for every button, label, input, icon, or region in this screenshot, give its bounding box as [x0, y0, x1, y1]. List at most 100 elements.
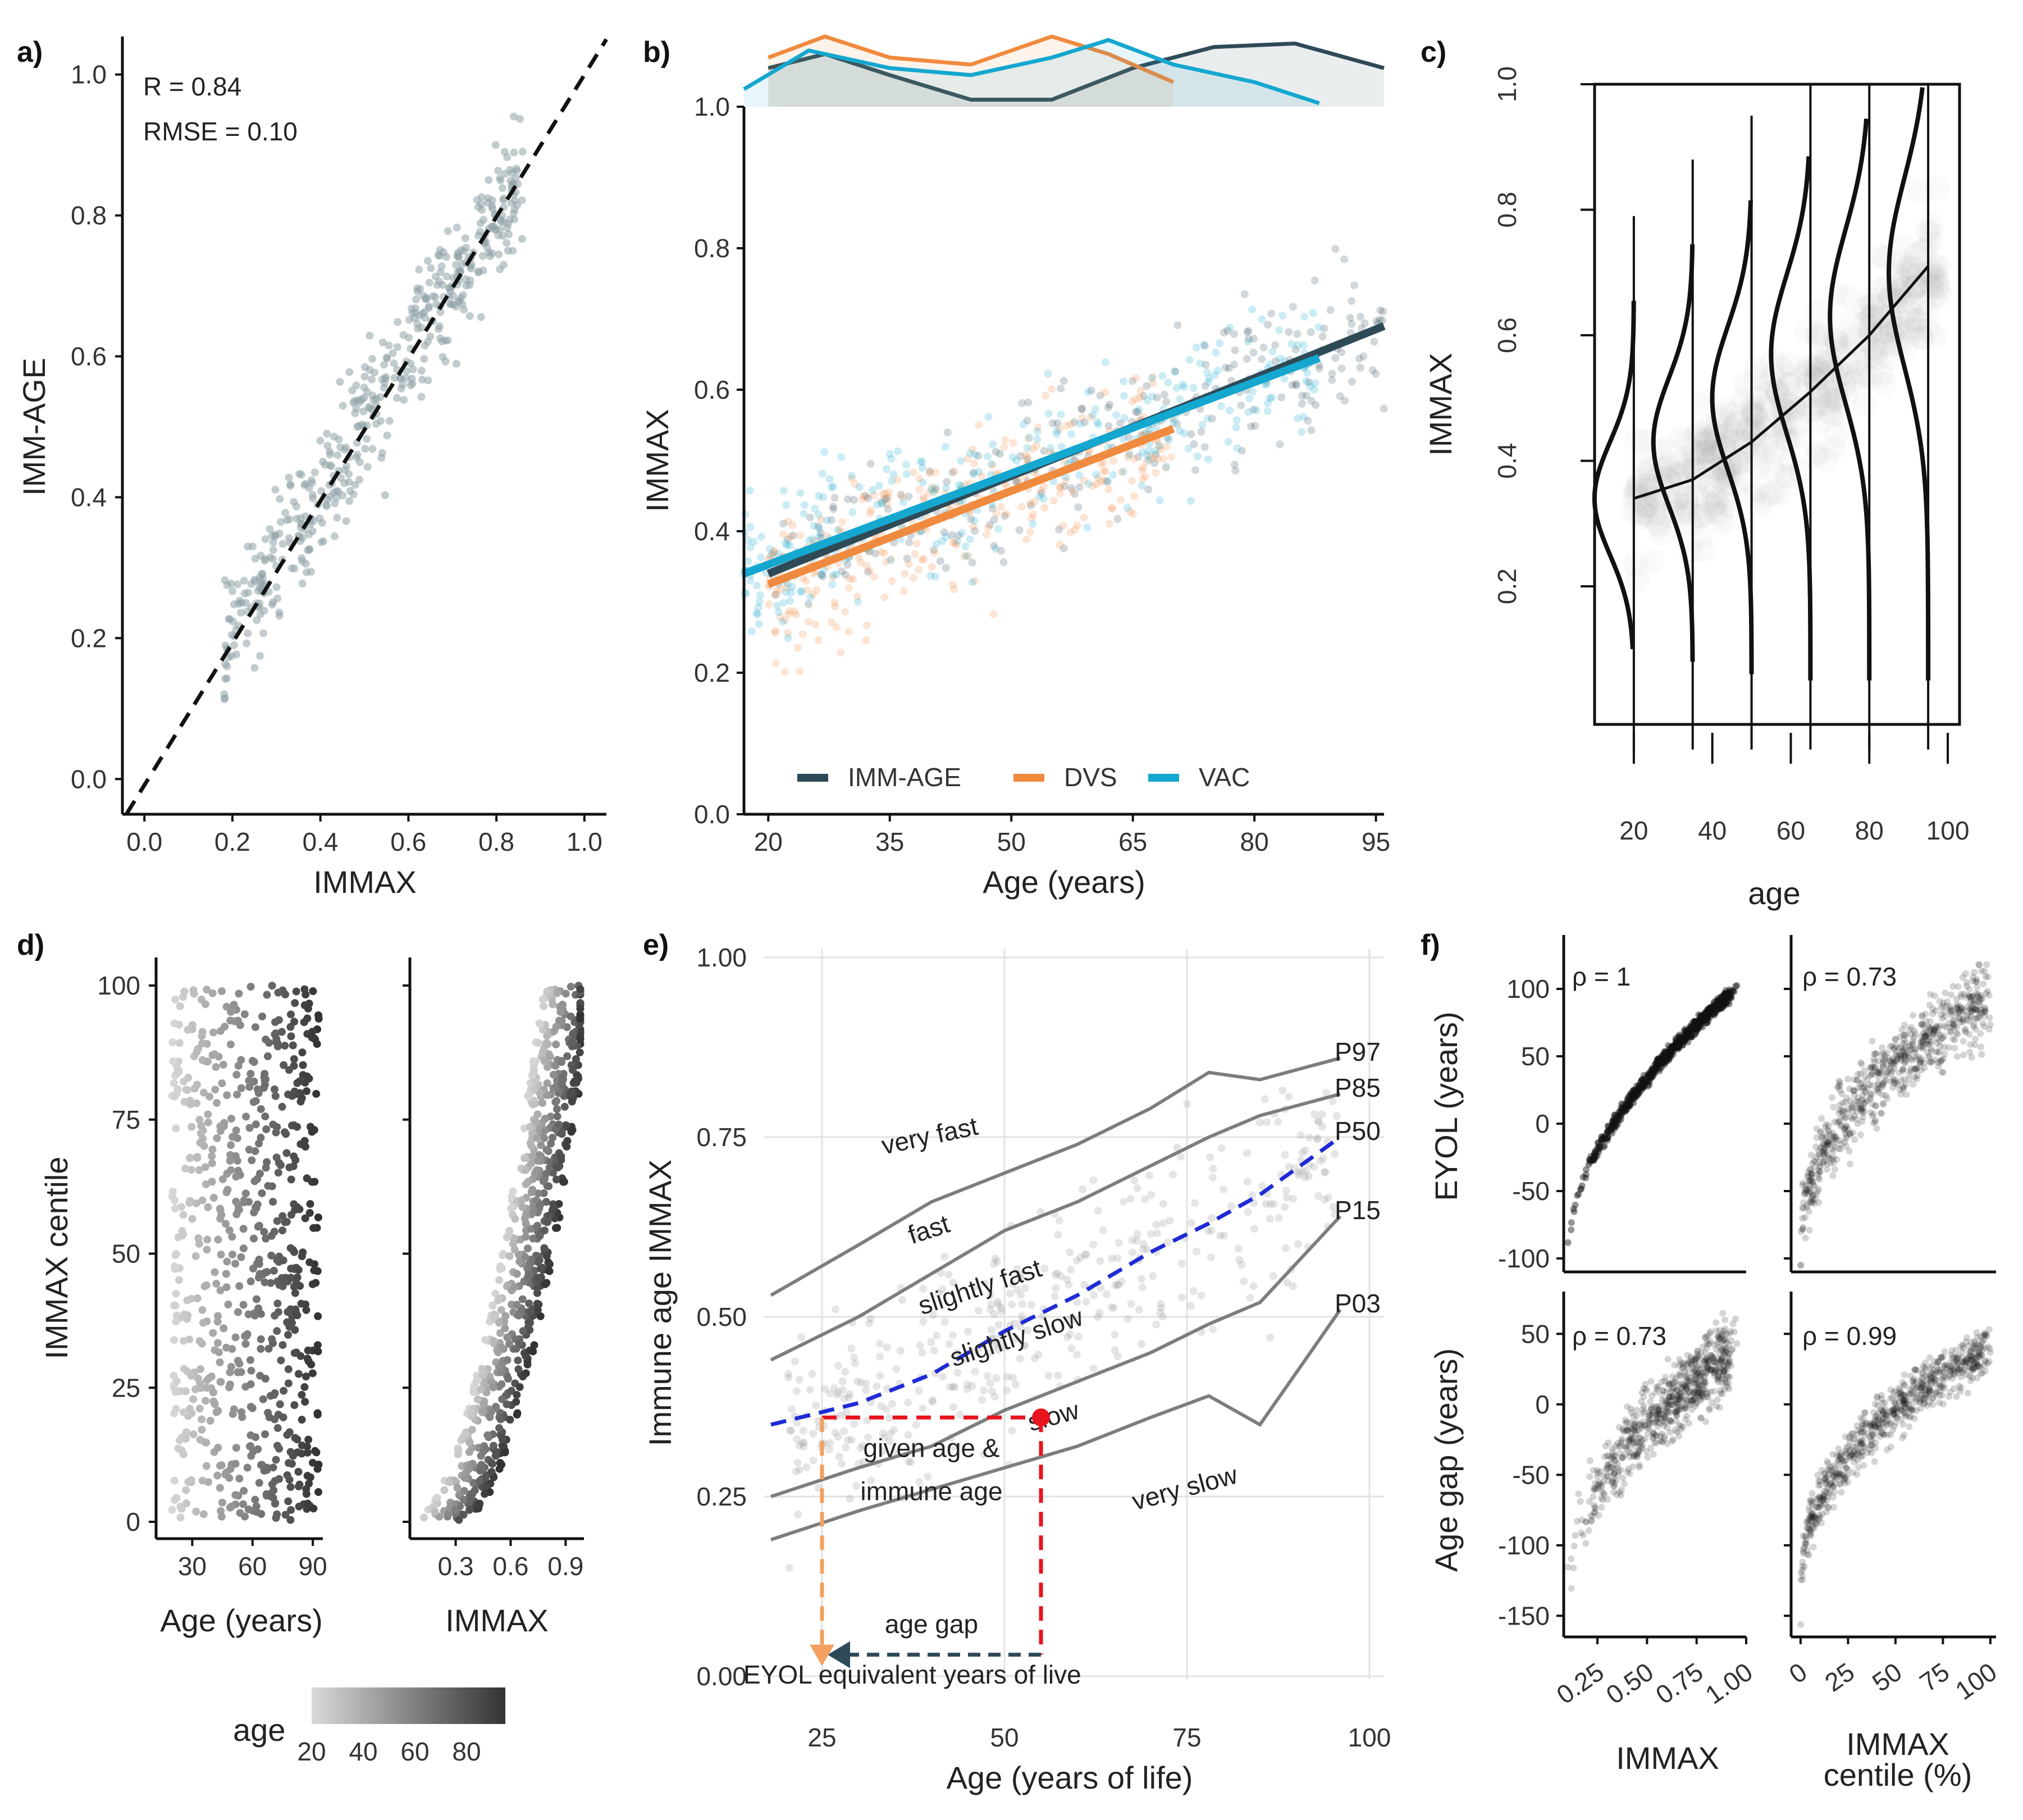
- scatter-point: [986, 1306, 994, 1314]
- scatter-point: [773, 601, 781, 610]
- scatter-point: [913, 539, 921, 548]
- scatter-point: [1033, 435, 1042, 444]
- scatter-point: [887, 555, 896, 564]
- panel-label-b: b): [643, 36, 670, 69]
- scatter-point: [847, 1344, 856, 1353]
- scatter-point: [771, 627, 779, 635]
- scatter-point: [514, 1311, 523, 1320]
- scatter-point: [989, 610, 998, 618]
- scatter-point: [284, 1365, 293, 1374]
- scatter-point: [478, 1367, 487, 1375]
- scatter-point: [556, 1007, 565, 1016]
- scatter-point: [249, 1234, 258, 1243]
- scatter-point: [1077, 414, 1086, 422]
- x-tick-label: 90: [299, 1552, 327, 1581]
- scatter-point: [1197, 1292, 1205, 1300]
- scatter-point: [1125, 449, 1134, 457]
- scatter-point: [539, 1048, 547, 1056]
- scatter-point: [814, 522, 823, 531]
- scatter-point: [1315, 361, 1323, 370]
- scatter-point: [233, 1091, 241, 1099]
- scatter-point: [1000, 443, 1008, 451]
- scatter-point: [1620, 1480, 1628, 1488]
- scatter-point: [273, 1299, 282, 1308]
- scatter-point: [518, 235, 526, 243]
- scatter-point: [209, 1028, 217, 1037]
- y-tick-label: 0.50: [696, 1302, 747, 1331]
- scatter-point: [487, 1467, 496, 1476]
- scatter-point: [956, 1411, 964, 1419]
- scatter-point: [882, 1405, 891, 1413]
- scatter-point: [289, 1041, 297, 1050]
- scatter-point: [326, 450, 334, 459]
- scatter-point: [1871, 1458, 1878, 1465]
- scatter-point: [1337, 364, 1346, 373]
- scatter-point: [837, 649, 845, 657]
- ridge-density: [1710, 200, 1754, 674]
- scatter-point: [888, 577, 896, 585]
- scatter-point: [1115, 1239, 1123, 1247]
- scatter-point: [1117, 468, 1126, 476]
- scatter-point: [178, 1231, 186, 1240]
- x-tick-label: 100: [1348, 1723, 1391, 1752]
- scatter-point: [280, 1061, 288, 1069]
- centile-vs-age-points: [168, 982, 323, 1524]
- scatter-point: [218, 987, 226, 996]
- scatter-point: [799, 1426, 807, 1435]
- scatter-point: [512, 165, 520, 173]
- scatter-point: [1568, 1219, 1575, 1226]
- scatter-point: [1324, 1193, 1332, 1202]
- scatter-point: [1159, 1219, 1167, 1228]
- scatter-point: [983, 452, 992, 460]
- scatter-point: [862, 562, 871, 570]
- scatter-point: [203, 1235, 212, 1244]
- scatter-point: [969, 522, 978, 531]
- trend-line: [1633, 265, 1929, 500]
- scatter-point: [272, 583, 281, 591]
- scatter-point: [842, 571, 850, 579]
- scatter-point: [198, 1306, 207, 1314]
- scatter-point: [1104, 403, 1112, 412]
- scatter-point: [929, 546, 938, 554]
- scatter-point: [451, 1505, 459, 1513]
- scatter-point: [855, 553, 863, 562]
- scatter-point: [1213, 366, 1222, 375]
- scatter-point: [537, 1141, 545, 1150]
- scatter-point: [208, 1159, 216, 1167]
- scatter-point: [170, 1079, 178, 1087]
- scatter-point: [886, 556, 894, 564]
- scatter-point: [1056, 483, 1065, 491]
- scatter-point: [920, 555, 928, 563]
- scatter-point: [251, 555, 259, 563]
- scatter-point: [1131, 395, 1140, 403]
- scatter-point: [786, 541, 794, 550]
- scatter-point: [240, 577, 248, 585]
- scatter-point: [199, 1319, 207, 1327]
- density-blob: [1816, 385, 1841, 409]
- scatter-point: [169, 1057, 177, 1065]
- scatter-point: [223, 581, 231, 589]
- scatter-point: [511, 197, 519, 205]
- scatter-point: [497, 1380, 506, 1389]
- scatter-point: [1304, 417, 1312, 425]
- scatter-point: [308, 1033, 316, 1042]
- scatter-point: [422, 294, 431, 302]
- scatter-point: [188, 1021, 197, 1029]
- scatter-point: [1053, 430, 1061, 438]
- scatter-point: [536, 1200, 545, 1208]
- scatter-point: [830, 599, 839, 607]
- scatter-point: [1244, 1208, 1252, 1216]
- scatter-point: [1062, 477, 1070, 485]
- scatter-point: [261, 1375, 270, 1383]
- scatter-point: [301, 1398, 309, 1406]
- scatter-point: [798, 587, 806, 595]
- scatter-points: [740, 245, 1388, 676]
- scatter-point: [1209, 1165, 1217, 1173]
- ridge-densities: [1592, 84, 1931, 750]
- scatter-point: [276, 1161, 285, 1169]
- scatter-point: [1203, 368, 1212, 377]
- scatter-point: [917, 555, 926, 564]
- scatter-point: [514, 1365, 523, 1374]
- scatter-point: [1155, 443, 1163, 451]
- scatter-point: [1266, 394, 1274, 403]
